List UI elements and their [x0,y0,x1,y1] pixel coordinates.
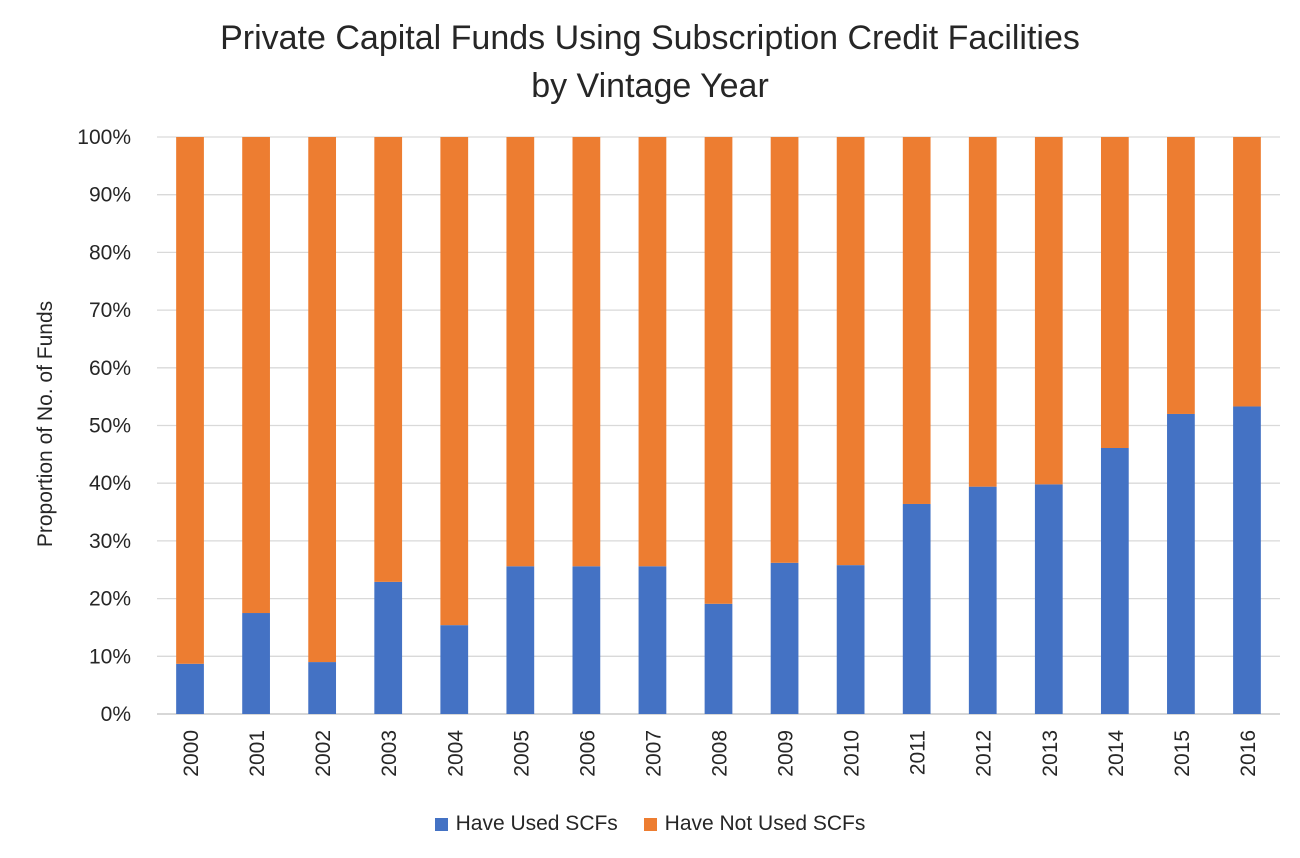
x-tick-label: 2002 [312,730,335,777]
y-tick-label: 100% [77,126,131,149]
bar-have-used [374,581,403,714]
bar-have-used [242,613,270,714]
y-tick-label: 80% [89,241,131,264]
y-tick-label: 20% [89,588,131,611]
bar-have-not-used [902,137,931,504]
x-tick-label: 2010 [841,730,864,777]
bar-have-used [1233,406,1261,714]
legend-swatch-have-not-used [643,817,657,831]
bar-have-used [770,562,799,714]
x-tick-label: 2011 [907,730,930,775]
x-tick-label: 2001 [246,730,269,777]
x-tick-label: 2016 [1237,730,1260,777]
x-tick-label: 2014 [1105,730,1128,777]
bar-have-not-used [1100,137,1129,449]
y-tick-label: 60% [89,357,131,380]
bar-have-not-used [968,137,997,487]
bar-have-not-used [704,137,733,604]
bar-have-used [968,486,997,714]
legend-item-have-not-used: Have Not Used SCFs [643,812,866,836]
x-tick-label: 2005 [510,730,533,777]
y-tick-label: 70% [89,299,131,322]
bar-have-used [1034,484,1063,714]
bar-have-used [902,503,931,714]
bar-have-not-used [440,137,469,626]
bar-have-used [308,662,337,714]
y-tick-label: 10% [89,645,131,668]
bar-have-used [1100,448,1129,714]
x-tick-label: 2006 [576,730,599,777]
bar-have-used [1167,413,1195,714]
y-tick-label: 30% [89,530,131,553]
chart-title: Private Capital Funds Using Subscription… [0,14,1300,110]
y-axis-label: Proportion of No. of Funds [34,300,57,548]
legend-label-have-used: Have Used SCFs [455,812,618,835]
bar-have-not-used [638,137,667,567]
bar-have-used [836,565,865,714]
bar-have-not-used [1233,137,1261,407]
bar-have-not-used [176,137,204,664]
bar-have-not-used [506,137,535,567]
y-tick-label: 90% [89,184,131,207]
x-tick-label: 2007 [642,730,665,777]
x-tick-label: 2003 [378,730,401,777]
chart-title-line-1: Private Capital Funds Using Subscription… [220,19,1080,57]
x-tick-label: 2012 [973,730,996,777]
legend-swatch-have-used [434,817,448,831]
y-tick-label: 0% [101,703,131,726]
bar-have-not-used [308,137,337,663]
x-tick-label: 2000 [180,730,203,777]
x-tick-label: 2008 [709,730,732,777]
bar-have-used [572,566,601,714]
y-tick-label: 40% [89,472,131,495]
y-tick-label: 50% [89,415,131,438]
chart-title-line-2: by Vintage Year [531,67,769,105]
bar-have-not-used [242,137,270,614]
bar-have-used [638,566,667,714]
bar-have-used [506,566,535,714]
bar-have-used [440,625,469,714]
x-tick-label: 2013 [1039,730,1062,777]
x-tick-label: 2015 [1171,730,1194,777]
legend-label-have-not-used: Have Not Used SCFs [664,812,866,835]
bar-have-used [704,603,733,714]
bar-have-not-used [374,137,403,582]
bar-have-not-used [836,137,865,566]
bar-have-not-used [572,137,601,567]
bar-have-not-used [1034,137,1063,485]
bar-have-not-used [770,137,799,563]
legend-item-have-used: Have Used SCFs [434,812,618,836]
x-tick-label: 2009 [775,730,798,777]
bar-have-used [176,663,204,714]
bar-have-not-used [1167,137,1195,414]
legend: Have Used SCFs Have Not Used SCFs [0,812,1300,837]
x-tick-label: 2004 [444,730,467,777]
